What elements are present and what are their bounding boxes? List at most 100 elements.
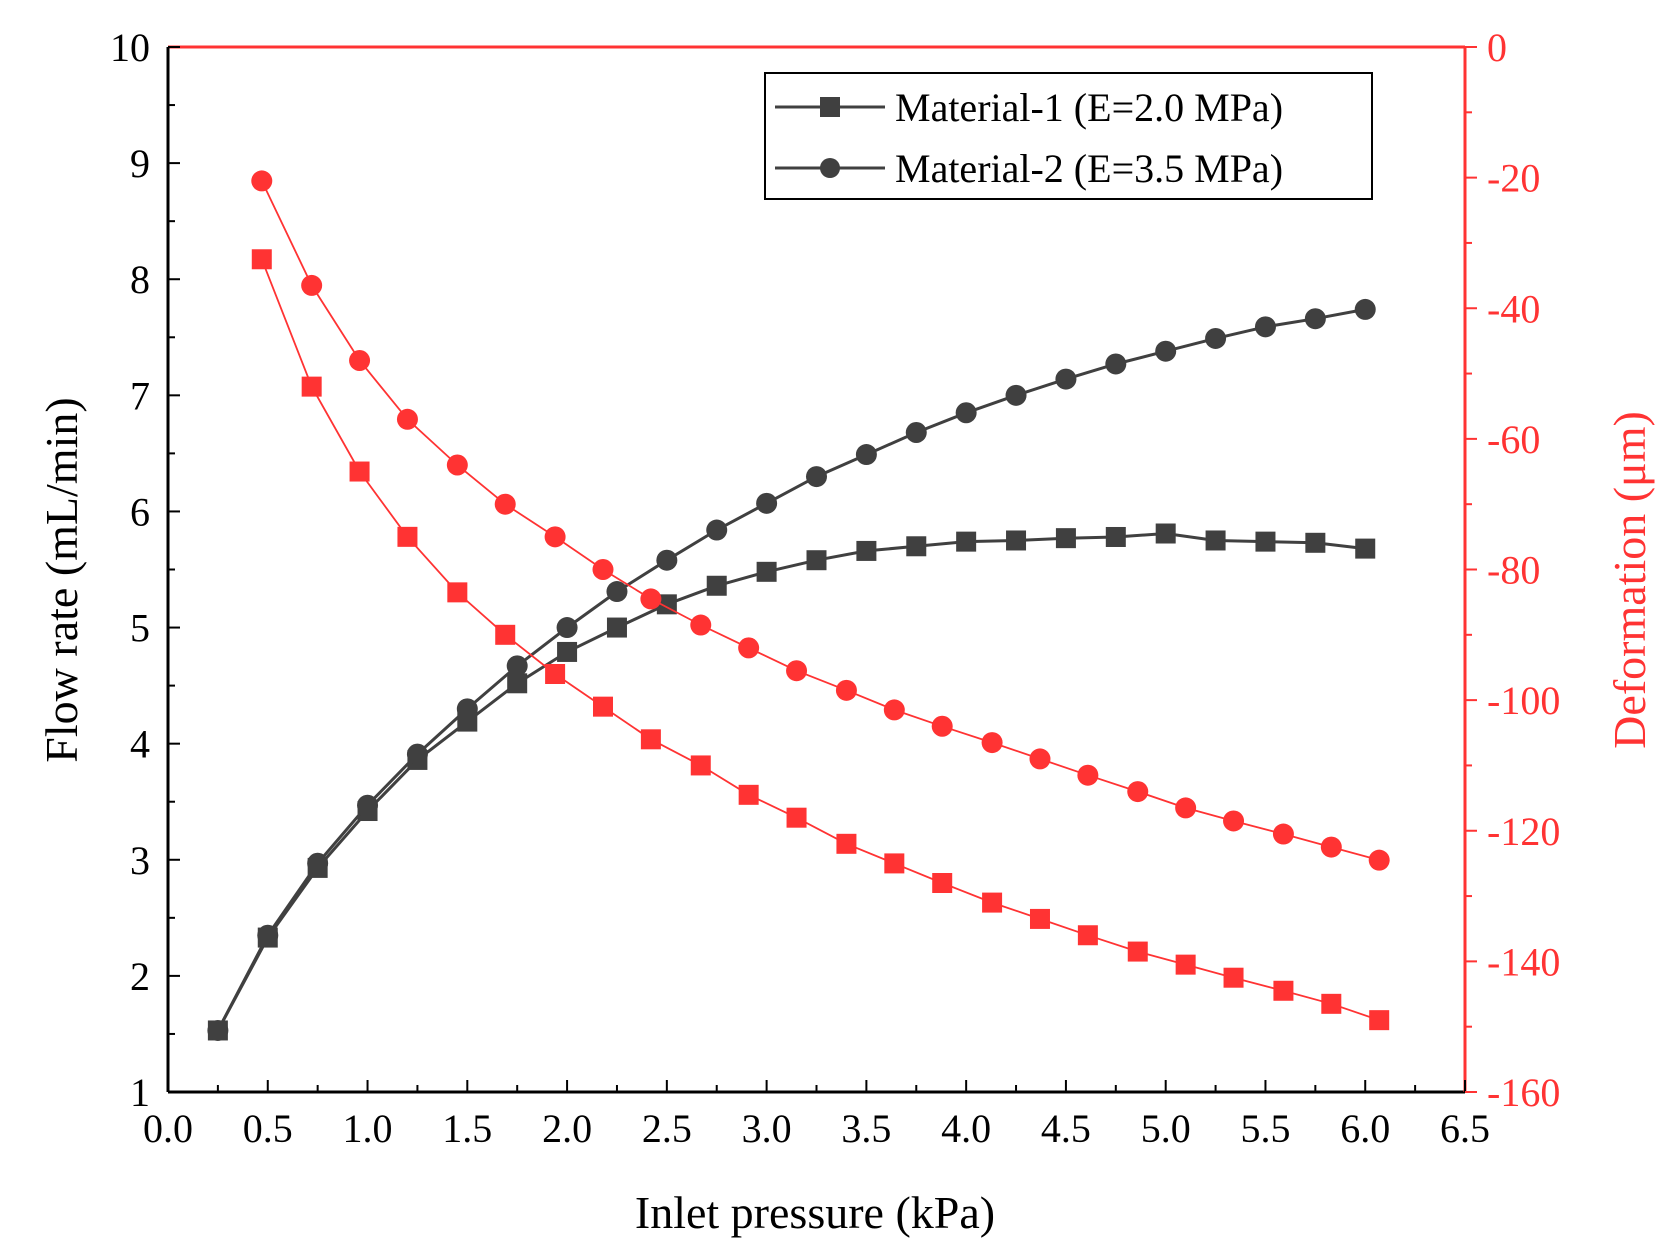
data-point-circle bbox=[738, 637, 760, 659]
data-point-square bbox=[1321, 993, 1342, 1014]
data-point-circle bbox=[756, 492, 778, 514]
y-right-axis: 0 -20 -40 -60 -80 -100 -120 -140 -160 bbox=[1465, 25, 1560, 1115]
y-left-tick-label: 4 bbox=[130, 722, 150, 767]
x-tick-label: 2.5 bbox=[642, 1106, 692, 1151]
y-left-tick-label: 8 bbox=[130, 257, 150, 302]
x-tick-label: 6.0 bbox=[1340, 1106, 1390, 1151]
legend-entry-material-1: Material-1 (E=2.0 MPa) bbox=[775, 85, 1283, 130]
x-tick-label: 1.5 bbox=[442, 1106, 492, 1151]
y-right-tick-label: -100 bbox=[1487, 678, 1560, 723]
data-point-square bbox=[1223, 967, 1244, 988]
data-point-circle bbox=[640, 588, 662, 610]
data-point-circle bbox=[357, 794, 379, 816]
data-point-circle bbox=[656, 549, 678, 571]
data-point-square bbox=[756, 561, 777, 582]
data-point-circle bbox=[981, 732, 1003, 754]
data-point-circle bbox=[806, 466, 827, 488]
data-point-circle bbox=[1175, 797, 1197, 819]
data-point-square bbox=[447, 582, 468, 603]
data-point-square bbox=[1369, 1010, 1390, 1031]
data-point-square bbox=[251, 249, 272, 270]
data-point-square bbox=[906, 536, 927, 557]
x-tick-label: 2.0 bbox=[542, 1106, 592, 1151]
data-point-square bbox=[956, 531, 977, 552]
y-right-tick-label: -40 bbox=[1487, 286, 1540, 331]
y-left-tick-label: 10 bbox=[110, 25, 150, 70]
y-left-tick-label: 3 bbox=[130, 838, 150, 883]
data-point-square bbox=[397, 526, 418, 547]
data-point-square bbox=[557, 641, 578, 662]
legend-box bbox=[764, 72, 1373, 200]
x-tick-label: 1.0 bbox=[343, 1106, 393, 1151]
data-point-square bbox=[1029, 908, 1050, 929]
data-point-circle bbox=[406, 743, 428, 765]
data-point-square bbox=[1355, 538, 1376, 559]
data-point-square bbox=[884, 853, 905, 874]
y-right-tick-label: -60 bbox=[1487, 417, 1540, 462]
series-1 bbox=[207, 523, 1376, 1041]
data-point-square bbox=[507, 673, 528, 694]
data-point-circle bbox=[1205, 327, 1227, 349]
data-point-circle bbox=[1354, 298, 1376, 320]
data-point-circle bbox=[506, 655, 528, 677]
data-point-square bbox=[690, 755, 711, 776]
data-point-square bbox=[640, 729, 661, 750]
data-point-circle bbox=[301, 274, 323, 296]
data-point-circle bbox=[592, 559, 614, 580]
x-tick-label: 3.5 bbox=[841, 1106, 891, 1151]
data-point-circle bbox=[1254, 316, 1276, 338]
series-layer bbox=[207, 170, 1390, 1041]
x-axis-title: Inlet pressure (kPa) bbox=[635, 1187, 995, 1238]
y-right-tick-label: -120 bbox=[1487, 809, 1560, 854]
series-3 bbox=[251, 249, 1390, 1031]
legend-label-2: Material-2 (E=3.5 MPa) bbox=[895, 146, 1283, 191]
data-point-circle bbox=[905, 421, 927, 443]
y-left-axis: 1 2 3 4 5 6 7 8 9 10 bbox=[110, 25, 180, 1115]
x-tick-label: 3.0 bbox=[742, 1106, 792, 1151]
data-point-circle bbox=[1304, 308, 1326, 330]
data-point-square bbox=[592, 696, 613, 717]
series-4 bbox=[251, 170, 1390, 871]
series-line bbox=[260, 180, 1380, 861]
data-point-circle bbox=[1077, 764, 1099, 786]
data-point-circle bbox=[207, 1019, 229, 1041]
data-point-circle bbox=[883, 699, 905, 721]
y-left-tick-label: 1 bbox=[130, 1070, 150, 1115]
legend-marker-circle bbox=[820, 158, 840, 178]
data-point-circle bbox=[1105, 353, 1127, 375]
data-point-square bbox=[856, 540, 877, 561]
data-point-circle bbox=[1272, 823, 1294, 845]
y-left-tick-label: 9 bbox=[130, 141, 150, 186]
data-point-square bbox=[1155, 523, 1176, 544]
data-point-square bbox=[1055, 528, 1076, 549]
legend: Material-1 (E=2.0 MPa) Material-2 (E=3.5… bbox=[764, 72, 1373, 200]
x-tick-label: 4.5 bbox=[1041, 1106, 1091, 1151]
data-point-square bbox=[738, 784, 759, 805]
y-left-tick-label: 5 bbox=[130, 606, 150, 651]
x-tick-label: 6.5 bbox=[1440, 1106, 1490, 1151]
data-point-square bbox=[1006, 530, 1027, 551]
data-point-circle bbox=[690, 614, 712, 636]
data-point-circle bbox=[257, 924, 279, 946]
y-left-tick-label: 7 bbox=[130, 373, 150, 418]
y-left-tick-label: 2 bbox=[130, 954, 150, 999]
y-right-tick-label: -20 bbox=[1487, 156, 1540, 201]
series-2 bbox=[207, 298, 1376, 1041]
legend-marker-square bbox=[820, 97, 840, 117]
x-tick-label: 5.0 bbox=[1141, 1106, 1191, 1151]
x-tick-label: 5.5 bbox=[1240, 1106, 1290, 1151]
x-axis: 0.0 0.5 1.0 1.5 2.0 2.5 3.0 3.5 4.0 4.5 5.0 5.5 6.0 6… bbox=[143, 1080, 1490, 1151]
legend-label-1: Material-1 (E=2.0 MPa) bbox=[895, 85, 1283, 130]
data-point-square bbox=[606, 617, 627, 638]
data-point-square bbox=[301, 376, 322, 397]
data-point-circle bbox=[706, 519, 728, 541]
data-point-square bbox=[1077, 925, 1098, 946]
y-right-axis-title: Deformation (μm) bbox=[1604, 411, 1655, 749]
data-point-circle bbox=[396, 408, 418, 430]
legend-entry-material-2: Material-2 (E=3.5 MPa) bbox=[775, 146, 1283, 191]
x-tick-label: 0.0 bbox=[143, 1106, 193, 1151]
y-right-tick-label: -140 bbox=[1487, 939, 1560, 984]
y-left-tick-label: 6 bbox=[130, 489, 150, 534]
data-point-circle bbox=[835, 679, 857, 701]
data-point-square bbox=[786, 807, 807, 828]
